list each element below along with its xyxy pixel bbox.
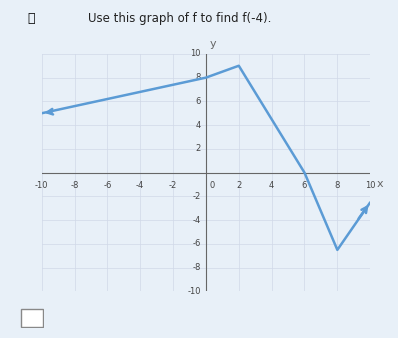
Text: 2: 2 [236, 181, 242, 190]
Text: 🔊: 🔊 [28, 12, 35, 25]
Text: 10: 10 [191, 49, 201, 58]
Text: Use this graph of f to find f(-4).: Use this graph of f to find f(-4). [88, 12, 271, 25]
Text: 4: 4 [269, 181, 274, 190]
Text: -2: -2 [169, 181, 177, 190]
Text: -10: -10 [187, 287, 201, 296]
Text: 6: 6 [196, 97, 201, 106]
Text: -10: -10 [35, 181, 49, 190]
Text: -4: -4 [193, 216, 201, 225]
Text: y: y [209, 39, 216, 49]
Text: -6: -6 [103, 181, 111, 190]
Text: -2: -2 [193, 192, 201, 201]
Text: 10: 10 [365, 181, 375, 190]
Text: -4: -4 [136, 181, 144, 190]
Text: x: x [377, 178, 383, 189]
Text: -8: -8 [70, 181, 79, 190]
Text: 2: 2 [196, 144, 201, 153]
Text: 4: 4 [196, 121, 201, 130]
Text: -8: -8 [193, 263, 201, 272]
Text: -6: -6 [193, 239, 201, 248]
Text: 8: 8 [335, 181, 340, 190]
Text: 6: 6 [302, 181, 307, 190]
Text: 0: 0 [209, 181, 215, 190]
Text: 8: 8 [196, 73, 201, 82]
FancyBboxPatch shape [21, 309, 43, 327]
